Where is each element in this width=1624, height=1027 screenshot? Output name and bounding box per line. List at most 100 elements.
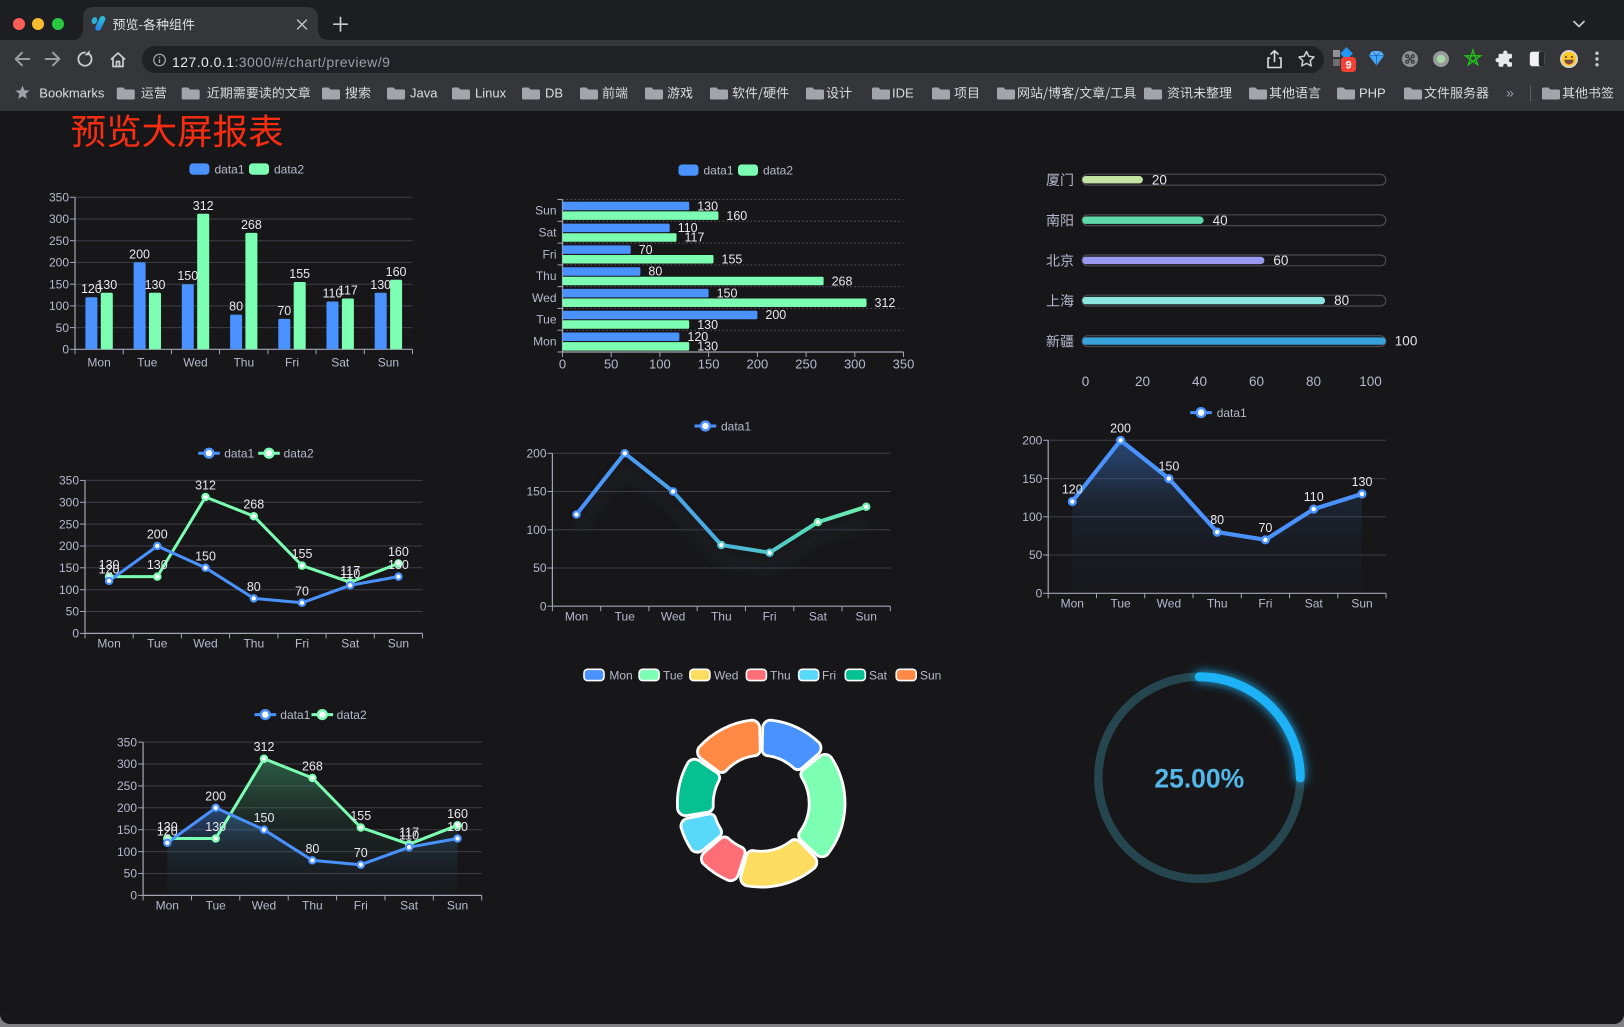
svg-text:Sun: Sun (1351, 597, 1372, 611)
svg-text:160: 160 (726, 209, 747, 223)
svg-text:data1: data1 (704, 164, 734, 178)
svg-text:0: 0 (1036, 587, 1043, 601)
svg-text:70: 70 (354, 846, 368, 860)
svg-text:200: 200 (117, 801, 137, 815)
svg-text:312: 312 (875, 296, 896, 310)
svg-text:Thu: Thu (243, 637, 264, 651)
svg-text:Sat: Sat (331, 355, 350, 369)
svg-text:Fri: Fri (763, 610, 777, 624)
svg-text:160: 160 (386, 265, 407, 279)
svg-text:150: 150 (526, 485, 546, 499)
svg-text:Sat: Sat (869, 669, 888, 683)
svg-text:130: 130 (697, 340, 718, 354)
svg-text:200: 200 (205, 789, 226, 803)
svg-text:350: 350 (893, 357, 915, 372)
svg-text:120: 120 (99, 562, 120, 576)
svg-text:110: 110 (678, 221, 698, 235)
svg-text:80: 80 (305, 842, 319, 856)
svg-text:150: 150 (1022, 472, 1042, 486)
svg-text:160: 160 (388, 545, 409, 559)
svg-text:»: » (1506, 85, 1514, 101)
svg-text:100: 100 (59, 583, 79, 597)
svg-text:268: 268 (302, 760, 323, 774)
svg-text:data1: data1 (721, 419, 751, 433)
svg-text:70: 70 (277, 304, 291, 318)
svg-text:110: 110 (340, 567, 360, 581)
svg-text:Wed: Wed (661, 610, 685, 624)
svg-text:60: 60 (1249, 374, 1264, 389)
svg-text:350: 350 (49, 191, 69, 205)
svg-text:Tue: Tue (615, 610, 636, 624)
svg-text:200: 200 (49, 256, 69, 270)
svg-text:110: 110 (1304, 490, 1324, 504)
svg-text:Sun: Sun (856, 610, 877, 624)
svg-text:120: 120 (1062, 483, 1083, 497)
svg-text:Thu: Thu (233, 355, 254, 369)
svg-text:Tue: Tue (137, 355, 158, 369)
svg-text:150: 150 (254, 811, 275, 825)
svg-text:120: 120 (157, 824, 178, 838)
svg-text:50: 50 (56, 321, 70, 335)
svg-text:80: 80 (1334, 293, 1349, 308)
svg-text:Thu: Thu (1207, 597, 1228, 611)
svg-text:200: 200 (526, 447, 546, 461)
svg-text:Sat: Sat (1305, 597, 1324, 611)
svg-text:Mon: Mon (609, 669, 632, 683)
svg-text:130: 130 (447, 820, 468, 834)
svg-text:150: 150 (59, 561, 79, 575)
svg-text:Sun: Sun (535, 204, 556, 218)
svg-text:Sun: Sun (920, 669, 941, 683)
svg-text:130: 130 (96, 278, 117, 292)
svg-text:100: 100 (649, 357, 671, 372)
svg-text:117: 117 (340, 564, 360, 578)
svg-text:Wed: Wed (193, 637, 217, 651)
svg-text:110: 110 (323, 287, 343, 301)
svg-text:data1: data1 (215, 163, 245, 177)
svg-text:130: 130 (370, 278, 391, 292)
svg-text:300: 300 (117, 757, 137, 771)
svg-text:200: 200 (147, 528, 168, 542)
svg-text:Thu: Thu (536, 269, 557, 283)
svg-text:Fri: Fri (822, 669, 836, 683)
svg-text:200: 200 (1110, 421, 1131, 435)
svg-text:117: 117 (685, 231, 705, 245)
svg-text:100: 100 (1395, 334, 1418, 349)
svg-text:Fri: Fri (1258, 597, 1272, 611)
svg-text:0: 0 (72, 627, 79, 641)
svg-text:data2: data2 (284, 447, 314, 461)
svg-text:110: 110 (399, 829, 419, 843)
svg-text:117: 117 (338, 284, 358, 298)
svg-text:Sun: Sun (447, 899, 468, 913)
svg-text:Sun: Sun (378, 355, 399, 369)
svg-text:Sat: Sat (341, 637, 360, 651)
svg-text:300: 300 (59, 496, 79, 510)
svg-text:150: 150 (1158, 460, 1179, 474)
svg-text:40: 40 (1213, 213, 1228, 228)
svg-text:Fri: Fri (285, 355, 299, 369)
svg-text:120: 120 (81, 282, 102, 296)
svg-text:data1: data1 (280, 708, 310, 722)
svg-text:data1: data1 (1217, 406, 1247, 420)
svg-text:160: 160 (447, 807, 468, 821)
svg-text:120: 120 (687, 330, 708, 344)
svg-text:Sat: Sat (538, 226, 557, 240)
svg-text:0: 0 (540, 599, 547, 613)
svg-text:150: 150 (717, 286, 738, 300)
svg-text:40: 40 (1192, 374, 1207, 389)
svg-text:200: 200 (59, 539, 79, 553)
svg-text:Mon: Mon (97, 637, 120, 651)
svg-text:268: 268 (832, 274, 853, 288)
svg-text:Tue: Tue (206, 899, 227, 913)
svg-text:0: 0 (1082, 374, 1090, 389)
svg-text:312: 312 (254, 740, 275, 754)
svg-text:0: 0 (559, 357, 566, 372)
svg-text:268: 268 (241, 218, 262, 232)
svg-text:130: 130 (1352, 475, 1373, 489)
svg-text:130: 130 (99, 558, 120, 572)
svg-text:155: 155 (722, 253, 743, 267)
svg-text:data2: data2 (337, 708, 367, 722)
svg-text:250: 250 (49, 234, 69, 248)
svg-text:80: 80 (1210, 513, 1224, 527)
svg-text:100: 100 (1022, 510, 1042, 524)
svg-text:Tue: Tue (663, 669, 684, 683)
